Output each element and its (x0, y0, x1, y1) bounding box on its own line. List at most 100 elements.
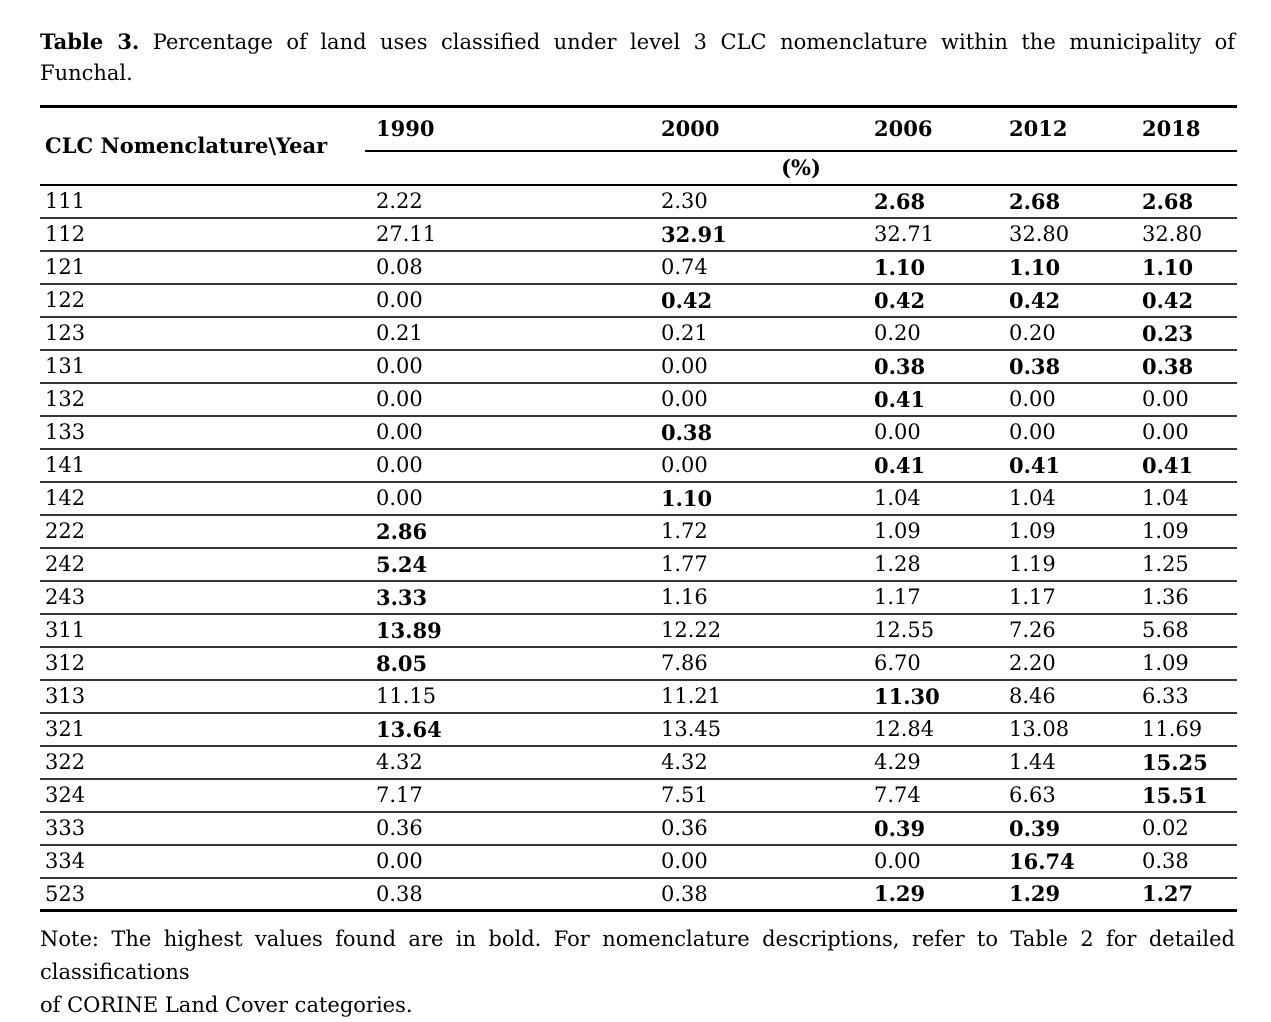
value-cell: 5.24 (365, 547, 650, 582)
clc-code-cell: 523 (40, 877, 365, 912)
value-cell: 0.39 (998, 811, 1131, 846)
value-cell: 0.00 (365, 415, 650, 450)
clc-code-cell: 122 (40, 283, 365, 318)
value-cell: 15.51 (1131, 778, 1237, 813)
value-cell: 6.70 (863, 646, 998, 681)
value-cell: 0.38 (365, 877, 650, 912)
clc-code-cell: 112 (40, 217, 365, 252)
table-row: 333 0.36 0.36 0.39 0.39 0.02 (40, 811, 1237, 846)
value-cell: 13.08 (998, 712, 1131, 747)
value-cell: 0.42 (998, 283, 1131, 318)
value-cell: 0.36 (365, 811, 650, 846)
value-cell: 32.80 (998, 217, 1131, 252)
table-row: 242 5.24 1.77 1.28 1.19 1.25 (40, 547, 1237, 582)
value-cell: 0.38 (998, 349, 1131, 384)
value-cell: 1.09 (863, 514, 998, 549)
value-cell: 1.04 (863, 481, 998, 516)
unit-header-cell: (%) (365, 150, 1237, 186)
year-header-2006: 2006 (863, 106, 998, 152)
value-cell: 1.44 (998, 745, 1131, 780)
table-row: 321 13.64 13.45 12.84 13.08 11.69 (40, 712, 1237, 747)
value-cell: 4.32 (650, 745, 863, 780)
clc-code-cell: 312 (40, 646, 365, 681)
value-cell: 0.20 (998, 316, 1131, 351)
value-cell: 7.26 (998, 613, 1131, 648)
value-cell: 0.41 (863, 448, 998, 483)
value-cell: 0.39 (863, 811, 998, 846)
value-cell: 2.68 (863, 184, 998, 219)
table-caption-line1: Table 3. Percentage of land uses classif… (40, 26, 1235, 58)
value-cell: 2.86 (365, 514, 650, 549)
value-cell: 1.19 (998, 547, 1131, 582)
table-row: 311 13.89 12.22 12.55 7.26 5.68 (40, 613, 1237, 648)
value-cell: 12.55 (863, 613, 998, 648)
value-cell: 2.20 (998, 646, 1131, 681)
value-cell: 1.09 (1131, 646, 1237, 681)
value-cell: 0.38 (1131, 349, 1237, 384)
value-cell: 0.02 (1131, 811, 1237, 846)
value-cell: 0.00 (650, 382, 863, 417)
value-cell: 1.10 (863, 250, 998, 285)
value-cell: 8.05 (365, 646, 650, 681)
value-cell: 0.00 (1131, 382, 1237, 417)
value-cell: 0.41 (998, 448, 1131, 483)
value-cell: 1.17 (863, 580, 998, 615)
table-row: 142 0.00 1.10 1.04 1.04 1.04 (40, 481, 1237, 516)
clc-code-cell: 121 (40, 250, 365, 285)
value-cell: 12.22 (650, 613, 863, 648)
table-caption-label: Table 3. (40, 29, 140, 54)
value-cell: 32.91 (650, 217, 863, 252)
value-cell: 2.30 (650, 184, 863, 219)
table-row: 121 0.08 0.74 1.10 1.10 1.10 (40, 250, 1237, 285)
clc-code-cell: 131 (40, 349, 365, 384)
value-cell: 5.68 (1131, 613, 1237, 648)
table-row: 523 0.38 0.38 1.29 1.29 1.27 (40, 877, 1237, 912)
value-cell: 0.41 (1131, 448, 1237, 483)
value-cell: 13.89 (365, 613, 650, 648)
table-body: 111 2.22 2.30 2.68 2.68 2.68 112 27.11 3… (40, 184, 1237, 912)
value-cell: 0.00 (365, 382, 650, 417)
year-header-2000: 2000 (650, 106, 863, 152)
value-cell: 0.00 (650, 844, 863, 879)
clc-code-cell: 141 (40, 448, 365, 483)
value-cell: 6.63 (998, 778, 1131, 813)
table-row: 112 27.11 32.91 32.71 32.80 32.80 (40, 217, 1237, 252)
value-cell: 1.16 (650, 580, 863, 615)
value-cell: 16.74 (998, 844, 1131, 879)
clc-code-cell: 132 (40, 382, 365, 417)
value-cell: 0.00 (998, 415, 1131, 450)
value-cell: 0.00 (365, 283, 650, 318)
table-row: 141 0.00 0.00 0.41 0.41 0.41 (40, 448, 1237, 483)
table-row: 123 0.21 0.21 0.20 0.20 0.23 (40, 316, 1237, 351)
value-cell: 13.45 (650, 712, 863, 747)
clc-code-cell: 133 (40, 415, 365, 450)
table-row: 111 2.22 2.30 2.68 2.68 2.68 (40, 184, 1237, 219)
value-cell: 12.84 (863, 712, 998, 747)
value-cell: 1.77 (650, 547, 863, 582)
value-cell: 0.21 (365, 316, 650, 351)
table-row: 132 0.00 0.00 0.41 0.00 0.00 (40, 382, 1237, 417)
clc-code-cell: 313 (40, 679, 365, 714)
value-cell: 0.00 (365, 448, 650, 483)
clc-code-cell: 334 (40, 844, 365, 879)
value-cell: 1.27 (1131, 877, 1237, 912)
value-cell: 27.11 (365, 217, 650, 252)
value-cell: 1.36 (1131, 580, 1237, 615)
value-cell: 11.21 (650, 679, 863, 714)
value-cell: 0.42 (1131, 283, 1237, 318)
value-cell: 7.17 (365, 778, 650, 813)
clc-code-cell: 321 (40, 712, 365, 747)
value-cell: 13.64 (365, 712, 650, 747)
table-row: 322 4.32 4.32 4.29 1.44 15.25 (40, 745, 1237, 780)
value-cell: 0.74 (650, 250, 863, 285)
value-cell: 0.00 (998, 382, 1131, 417)
table-row: 334 0.00 0.00 0.00 16.74 0.38 (40, 844, 1237, 879)
value-cell: 1.04 (998, 481, 1131, 516)
value-cell: 7.51 (650, 778, 863, 813)
value-cell: 32.71 (863, 217, 998, 252)
table-row: 313 11.15 11.21 11.30 8.46 6.33 (40, 679, 1237, 714)
value-cell: 4.32 (365, 745, 650, 780)
table-row: 243 3.33 1.16 1.17 1.17 1.36 (40, 580, 1237, 615)
table-header: CLC Nomenclature\Year 1990 2000 2006 201… (40, 106, 1237, 186)
value-cell: 11.30 (863, 679, 998, 714)
